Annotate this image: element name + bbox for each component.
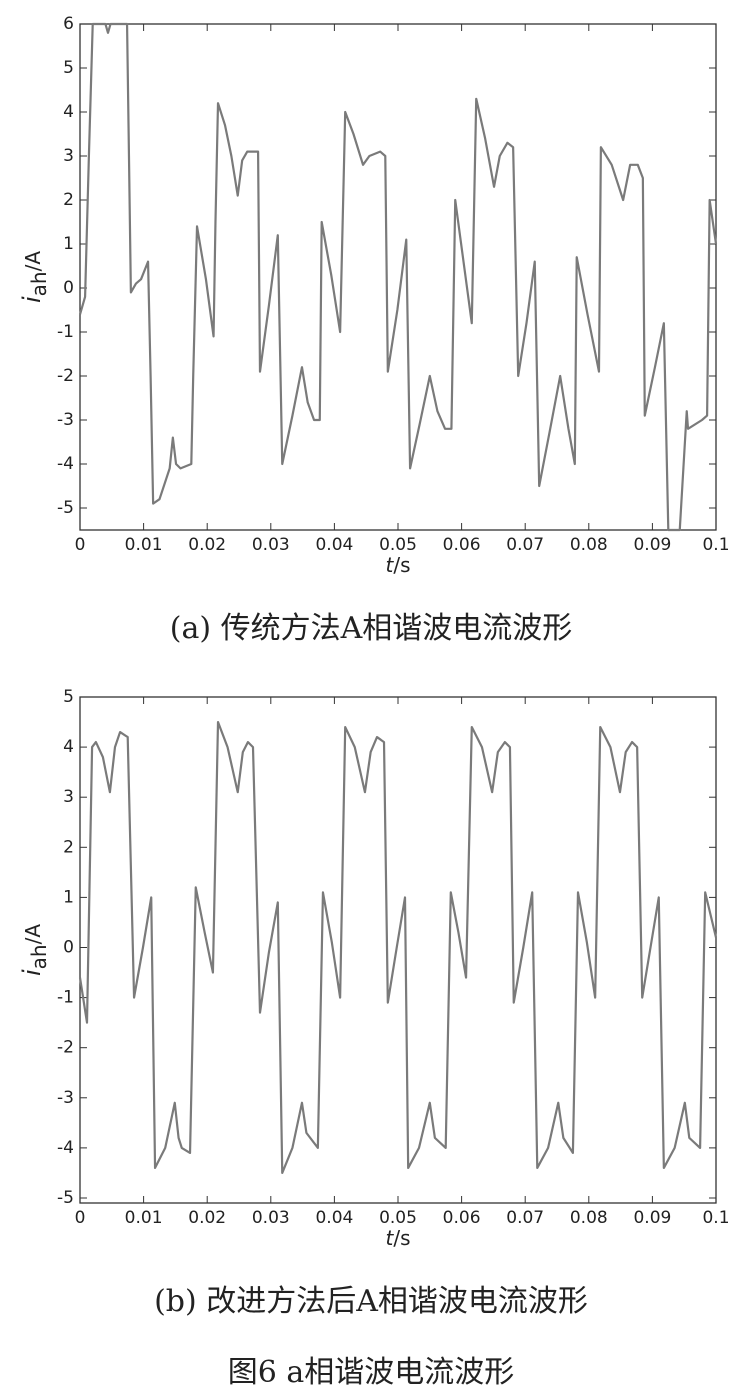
x-tick-label: 0.08: [570, 535, 608, 555]
y-tick-label: -2: [57, 366, 74, 386]
x-tick-label: 0.05: [379, 535, 417, 555]
x-tick-label: 0.05: [379, 1208, 417, 1228]
y-label-unit: /A: [21, 924, 45, 945]
figure-caption: 图6 a相谐波电流波形: [228, 1355, 515, 1390]
y-tick-label: -3: [57, 1088, 74, 1108]
x-label-unit: /s: [393, 553, 410, 577]
y-label-sub: ah: [27, 944, 51, 969]
y-label-sub: ah: [27, 271, 51, 296]
x-label-var: t: [385, 553, 394, 577]
y-tick-label: 2: [63, 190, 74, 210]
x-tick-label: 0.04: [315, 535, 353, 555]
y-tick-label: -1: [57, 322, 74, 342]
x-tick-label: 0.02: [188, 1208, 226, 1228]
y-tick-label: -1: [57, 988, 74, 1008]
x-tick-label: 0.1: [702, 1208, 729, 1228]
data-line: [78, 720, 718, 1175]
y-label-var: i: [18, 969, 46, 976]
y-tick-label: 3: [63, 787, 74, 807]
x-tick-label: 0.04: [315, 1208, 353, 1228]
x-tick-label: 0.08: [570, 1208, 608, 1228]
chart-caption: (a) 传统方法A相谐波电流波形: [170, 611, 573, 646]
y-tick-label: 5: [63, 687, 74, 707]
x-tick-label: 0.03: [252, 1208, 290, 1228]
y-tick-label: 0: [63, 278, 74, 298]
x-tick-label: 0.07: [506, 535, 544, 555]
x-tick-label: 0.06: [443, 535, 481, 555]
y-axis-label: iah/A: [18, 251, 51, 303]
y-tick-label: -4: [57, 454, 74, 474]
y-tick-label: -2: [57, 1038, 74, 1058]
y-axis-label: iah/A: [18, 924, 51, 976]
x-axis-label: t/s: [385, 553, 410, 577]
y-tick-label: 6: [63, 14, 74, 34]
y-tick-label: 3: [63, 146, 74, 166]
y-tick-label: 0: [63, 937, 74, 957]
y-label-var: i: [18, 296, 46, 303]
x-tick-label: 0.01: [125, 1208, 163, 1228]
y-tick-label: 4: [63, 102, 74, 122]
plot-area: [79, 23, 717, 531]
x-tick-label: 0.09: [633, 1208, 671, 1228]
x-tick-label: 0: [75, 1208, 86, 1228]
plot-area: [79, 696, 717, 1204]
y-tick-label: 2: [63, 837, 74, 857]
y-tick-label: -3: [57, 410, 74, 430]
y-tick-label: -4: [57, 1138, 74, 1158]
y-label-unit: /A: [21, 251, 45, 272]
x-tick-label: 0.1: [702, 535, 729, 555]
x-tick-label: 0: [75, 535, 86, 555]
y-tick-label: -5: [57, 498, 74, 518]
x-tick-label: 0.01: [125, 535, 163, 555]
x-tick-label: 0.07: [506, 1208, 544, 1228]
x-tick-label: 0.03: [252, 535, 290, 555]
x-tick-label: 0.06: [443, 1208, 481, 1228]
y-tick-label: -5: [57, 1188, 74, 1208]
data-line: [78, 22, 718, 532]
x-tick-label: 0.09: [633, 535, 671, 555]
y-tick-label: 1: [63, 234, 74, 254]
x-label-unit: /s: [393, 1226, 410, 1250]
y-tick-label: 5: [63, 58, 74, 78]
chart-caption: (b) 改进方法后A相谐波电流波形: [154, 1284, 588, 1319]
y-tick-label: 1: [63, 887, 74, 907]
x-label-var: t: [385, 1226, 394, 1250]
x-tick-label: 0.02: [188, 535, 226, 555]
y-tick-label: 4: [63, 737, 74, 757]
x-axis-label: t/s: [385, 1226, 410, 1250]
